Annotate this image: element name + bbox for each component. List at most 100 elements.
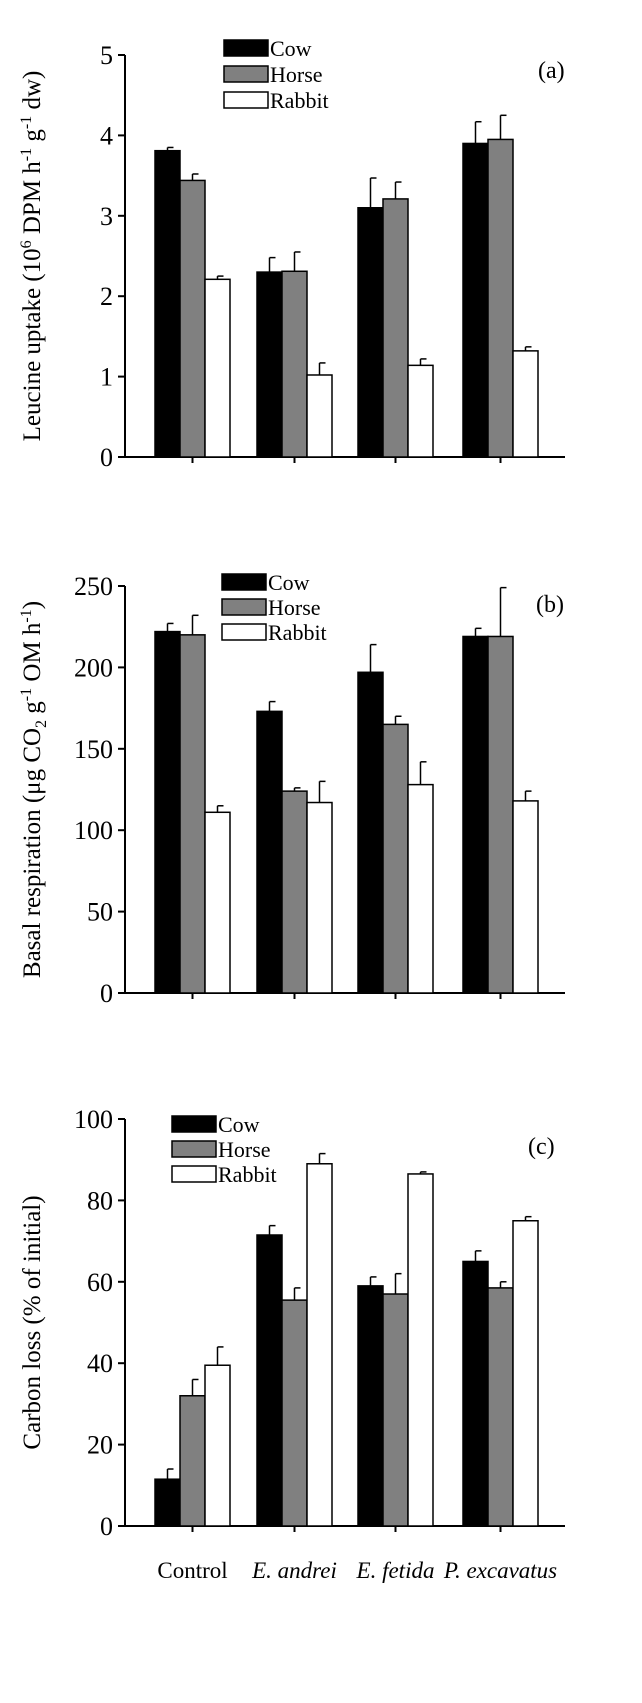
y-axis-label: Leucine uptake (106 DPM h-1 g-1 dw)	[18, 71, 46, 442]
y-axis-label-part: Basal respiration (μg CO	[19, 728, 46, 978]
bar-cow	[462, 635, 489, 994]
y-tick-label: 2	[100, 282, 113, 311]
y-axis-label-part: Carbon loss (% of initial)	[19, 1195, 46, 1449]
legend-swatch-horse	[171, 1140, 217, 1158]
bar-horse	[179, 179, 206, 458]
y-axis-label-part: Leucine uptake (10	[19, 248, 46, 441]
y-axis-label-part: -1	[18, 148, 35, 161]
bar-rabbit	[512, 1220, 539, 1527]
y-tick-label: 150	[74, 735, 113, 764]
bar-cow	[462, 1260, 489, 1527]
legend-swatch-cow	[171, 1115, 217, 1133]
bar-horse	[179, 1395, 206, 1527]
legend-label-cow: Cow	[268, 570, 310, 595]
y-tick-label: 5	[100, 41, 113, 70]
y-axis-label-part: DPM h	[19, 161, 46, 241]
bar-horse	[382, 1293, 409, 1527]
bar-horse	[281, 1299, 308, 1527]
bar-rabbit	[407, 1173, 434, 1527]
y-tick-label: 0	[100, 1512, 113, 1541]
legend-swatch-rabbit	[223, 91, 269, 109]
y-axis-label-part: g	[19, 701, 46, 720]
bar-rabbit	[306, 374, 333, 458]
bar-horse	[382, 198, 409, 458]
y-axis-label-part: -1	[18, 688, 35, 701]
y-axis-label-part: 2	[33, 720, 50, 728]
bar-cow	[357, 207, 384, 458]
y-axis-label-part: OM h	[19, 622, 46, 688]
y-tick-label: 250	[74, 572, 113, 601]
legend-swatch-cow	[223, 39, 269, 57]
bar-cow	[256, 271, 283, 458]
panel-tag: (c)	[528, 1134, 555, 1160]
y-tick-label: 50	[87, 898, 113, 927]
x-category-label: P. excavatus	[443, 1558, 557, 1583]
y-axis-label-part: -1	[18, 116, 35, 129]
legend-label-cow: Cow	[218, 1112, 260, 1137]
bar-rabbit	[512, 800, 539, 994]
y-tick-label: 100	[74, 1105, 113, 1134]
bar-rabbit	[306, 1163, 333, 1527]
bar-cow	[357, 1285, 384, 1527]
x-category-label-species: excavatus	[466, 1558, 557, 1583]
bar-horse	[179, 634, 206, 994]
legend-swatch-horse	[223, 65, 269, 83]
legend-swatch-rabbit	[221, 623, 267, 641]
y-axis-label-part: -1	[18, 609, 35, 622]
legend-swatch-cow	[221, 573, 267, 591]
x-category-label: E. fetida	[356, 1558, 435, 1583]
x-category-label-species: fetida	[382, 1558, 434, 1583]
bar-horse	[281, 270, 308, 458]
y-tick-label: 3	[100, 202, 113, 231]
bar-cow	[256, 1234, 283, 1527]
legend-label-rabbit: Rabbit	[218, 1162, 277, 1187]
x-category-label-genus: E.	[356, 1558, 383, 1583]
legend-swatch-horse	[221, 598, 267, 616]
bar-horse	[487, 1287, 514, 1527]
bar-cow	[357, 671, 384, 994]
bar-rabbit	[204, 1364, 231, 1527]
bar-rabbit	[407, 364, 434, 458]
bar-cow	[154, 149, 181, 458]
y-axis-label-part: g	[19, 129, 46, 148]
legend-label-cow: Cow	[270, 36, 312, 61]
bar-cow	[154, 630, 181, 994]
bar-rabbit	[407, 783, 434, 994]
bar-horse	[281, 790, 308, 994]
legend-swatch-rabbit	[171, 1165, 217, 1183]
y-tick-label: 1	[100, 363, 113, 392]
bar-rabbit	[204, 811, 231, 994]
x-category-label: Control	[157, 1558, 227, 1583]
bar-cow	[154, 1478, 181, 1527]
bar-horse	[382, 723, 409, 994]
y-tick-label: 20	[87, 1431, 113, 1460]
y-axis-label: Carbon loss (% of initial)	[19, 1195, 46, 1449]
y-tick-label: 0	[100, 443, 113, 472]
y-tick-label: 0	[100, 979, 113, 1008]
y-tick-label: 80	[87, 1186, 113, 1215]
legend-label-horse: Horse	[268, 595, 321, 620]
x-category-label-species: andrei	[278, 1558, 337, 1583]
y-tick-label: 4	[100, 121, 113, 150]
y-axis-label-part: )	[19, 601, 46, 609]
x-category-label-genus: E.	[251, 1558, 278, 1583]
bar-rabbit	[306, 801, 333, 994]
x-category-label: E. andrei	[251, 1558, 337, 1583]
bar-cow	[256, 710, 283, 994]
legend-label-horse: Horse	[270, 62, 323, 87]
bar-horse	[487, 138, 514, 458]
y-tick-label: 200	[74, 653, 113, 682]
bar-rabbit	[204, 278, 231, 458]
bar-rabbit	[512, 350, 539, 458]
legend-label-horse: Horse	[218, 1137, 271, 1162]
y-axis-label-part: dw)	[19, 71, 46, 116]
panel-tag: (a)	[538, 58, 565, 84]
y-tick-label: 40	[87, 1349, 113, 1378]
bar-horse	[487, 635, 514, 994]
legend-label-rabbit: Rabbit	[268, 620, 327, 645]
